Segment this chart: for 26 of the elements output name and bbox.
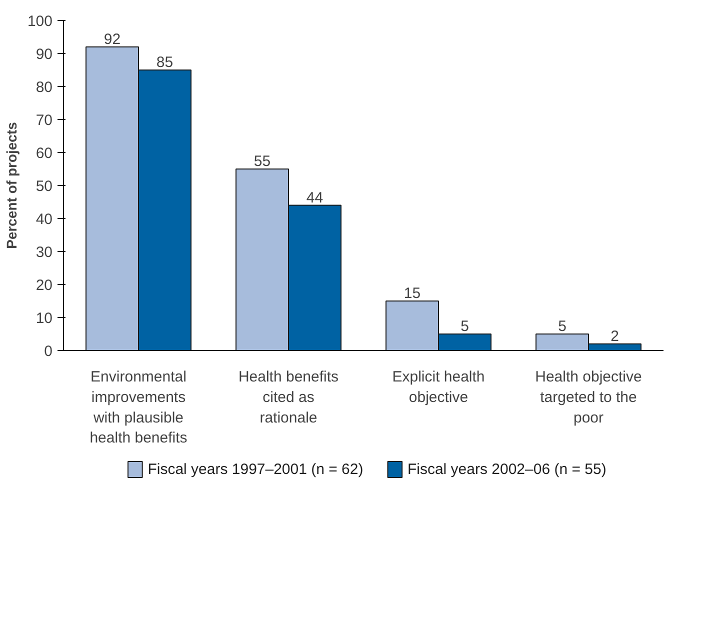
- y-tick-label: 90: [36, 46, 53, 63]
- x-tick-label: Health objective targeted to the poor: [535, 368, 642, 426]
- data-label: 85: [156, 54, 174, 71]
- data-label: 92: [104, 30, 121, 48]
- data-label: 44: [306, 189, 324, 206]
- y-tick-label: 0: [44, 343, 52, 360]
- x-tick-label: Health benefits cited as rationale: [238, 368, 339, 426]
- y-tick-label: 40: [36, 211, 53, 228]
- y-axis-title: Percent of projects: [3, 122, 20, 249]
- legend-label: Fiscal years 2002–06 (n = 55): [407, 461, 606, 478]
- data-label: 15: [404, 285, 421, 302]
- y-tick-label: 60: [36, 145, 53, 162]
- x-tick-label: Environmental improvements with plausible health benefits: [90, 368, 188, 447]
- data-label: 5: [558, 318, 566, 335]
- data-label: 2: [610, 328, 619, 345]
- data-label: 55: [254, 153, 271, 170]
- y-tick-label: 70: [36, 112, 53, 129]
- y-tick-label: 10: [36, 310, 53, 327]
- y-tick-label: 100: [27, 13, 53, 30]
- y-tick-label: 50: [36, 178, 53, 195]
- y-tick-label: 20: [36, 277, 53, 294]
- x-tick-label: Explicit health objective: [392, 368, 485, 406]
- data-label: 5: [460, 318, 469, 335]
- legend-label: Fiscal years 1997–2001 (n = 62): [148, 461, 364, 478]
- y-tick-label: 80: [36, 79, 53, 96]
- y-tick-label: 30: [36, 244, 53, 261]
